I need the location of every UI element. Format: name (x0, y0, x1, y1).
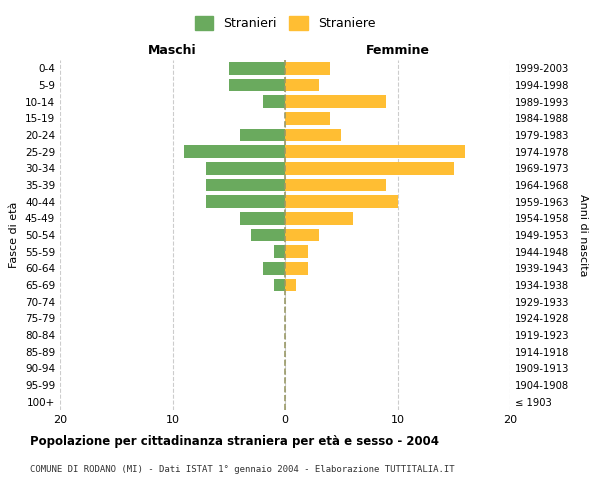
Bar (184, 146, 285, 158)
Bar (285, 229, 319, 241)
Text: COMUNE DI RODANO (MI) - Dati ISTAT 1° gennaio 2004 - Elaborazione TUTTITALIA.IT: COMUNE DI RODANO (MI) - Dati ISTAT 1° ge… (30, 465, 455, 474)
Bar (285, 62, 330, 74)
Y-axis label: Anni di nascita: Anni di nascita (578, 194, 587, 276)
Bar (285, 112, 330, 124)
Bar (285, 129, 341, 141)
Bar (206, 179, 285, 192)
Bar (240, 129, 285, 141)
Bar (285, 279, 296, 291)
Legend: Stranieri, Straniere: Stranieri, Straniere (190, 11, 380, 35)
Bar (229, 62, 285, 74)
Y-axis label: Fasce di età: Fasce di età (10, 202, 19, 268)
Bar (285, 162, 454, 174)
Text: Popolazione per cittadinanza straniera per età e sesso - 2004: Popolazione per cittadinanza straniera p… (30, 435, 439, 448)
Bar (285, 179, 386, 192)
Bar (251, 229, 285, 241)
Bar (206, 196, 285, 208)
Bar (263, 262, 285, 274)
Bar (285, 262, 308, 274)
Bar (240, 212, 285, 224)
Text: Maschi: Maschi (148, 44, 197, 57)
Bar (274, 279, 285, 291)
Bar (285, 246, 308, 258)
Bar (285, 79, 319, 92)
Bar (263, 96, 285, 108)
Bar (285, 196, 398, 208)
Bar (285, 96, 386, 108)
Bar (285, 212, 353, 224)
Bar (274, 246, 285, 258)
Text: Femmine: Femmine (365, 44, 430, 57)
Bar (229, 79, 285, 92)
Bar (206, 162, 285, 174)
Bar (285, 146, 465, 158)
